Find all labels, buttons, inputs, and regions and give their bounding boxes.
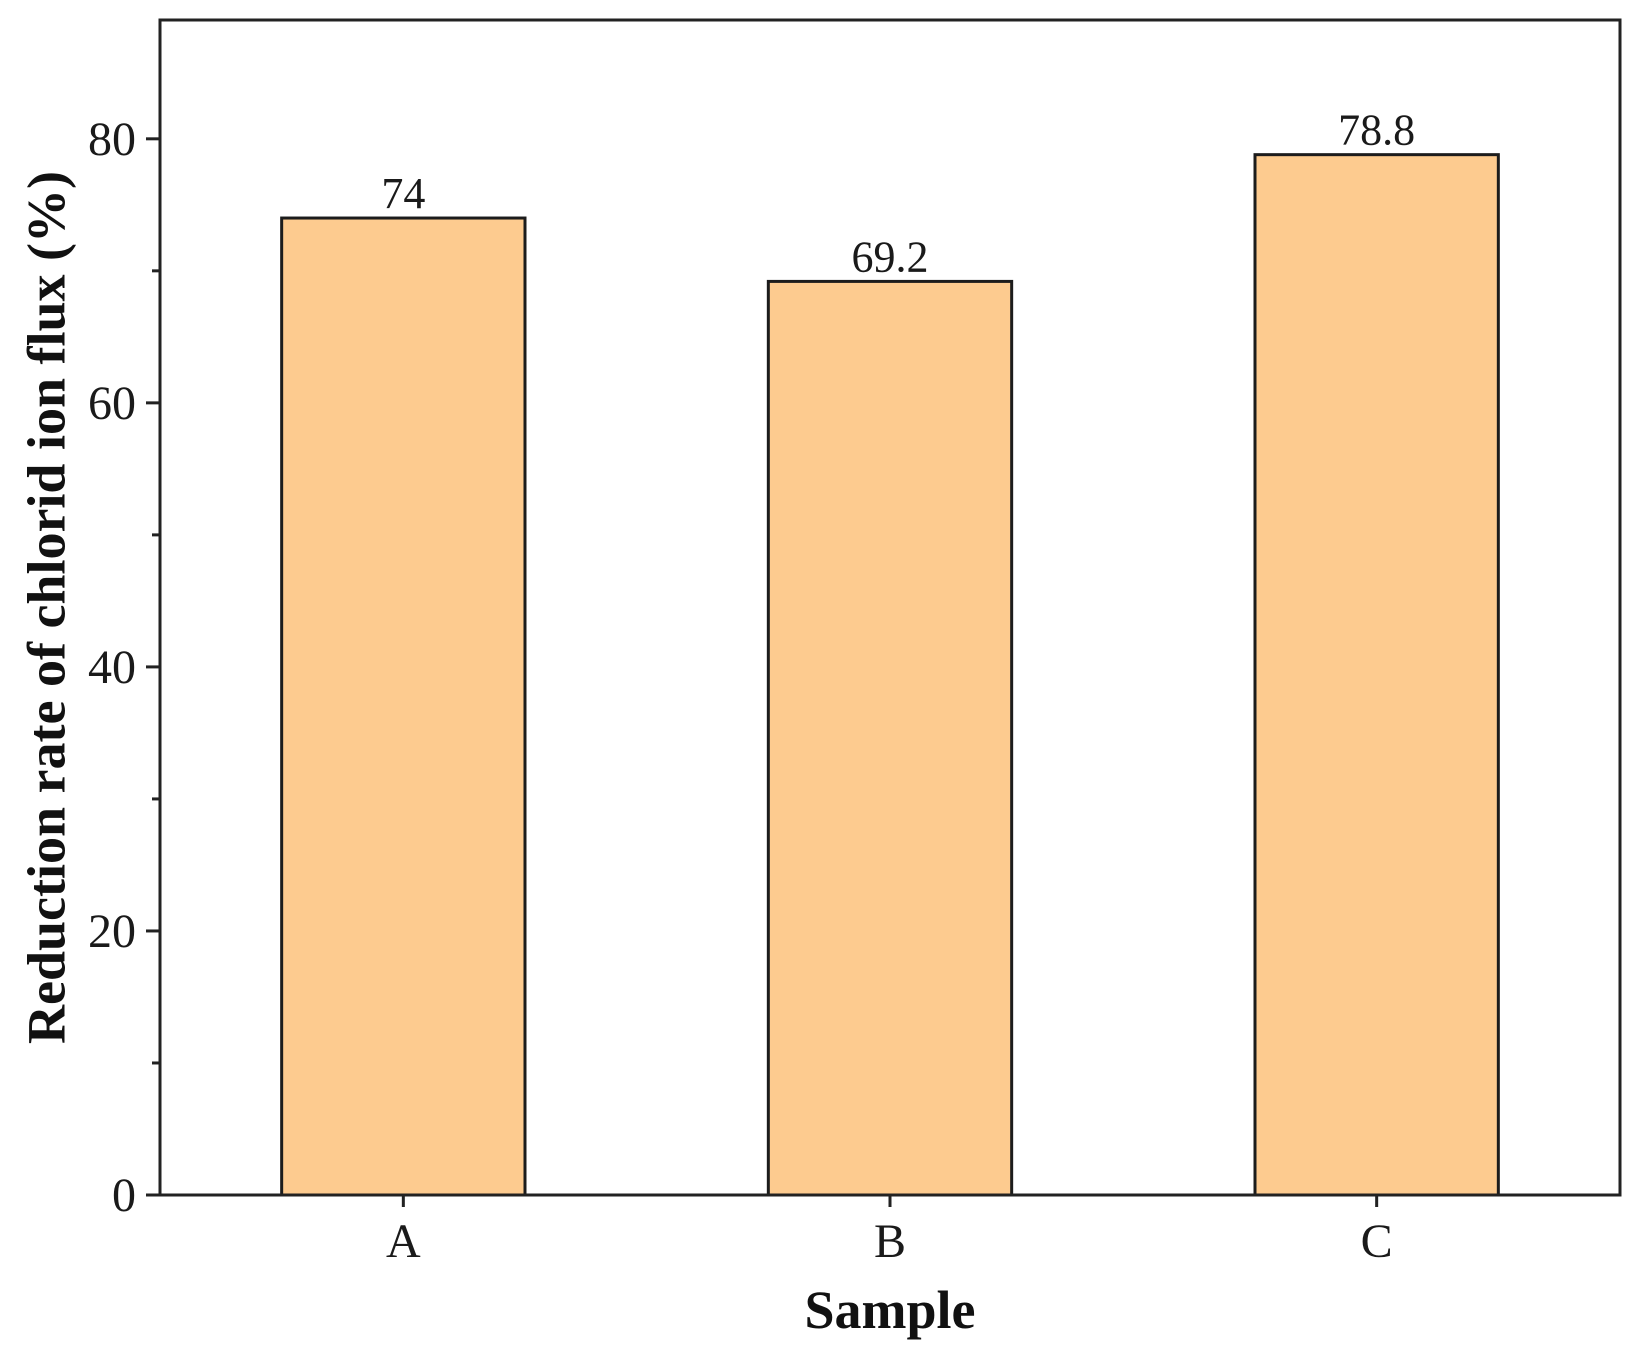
x-axis-title: Sample xyxy=(804,1280,975,1340)
data-label-a: 74 xyxy=(381,169,425,218)
tick-labels-layer: A B C 0 20 40 60 80 xyxy=(88,113,1393,1268)
data-labels-layer: 74 69.2 78.8 xyxy=(381,106,1415,282)
y-axis-title: Reduction rate of chlorid ion flux (%) xyxy=(16,171,76,1044)
bars-layer xyxy=(280,153,1500,1197)
y-tick-label-80: 80 xyxy=(88,113,136,166)
x-tick-label-c: C xyxy=(1361,1215,1393,1268)
data-label-b: 69.2 xyxy=(852,232,929,281)
bar-a xyxy=(280,216,527,1197)
bar-c xyxy=(1253,153,1500,1197)
y-tick-label-20: 20 xyxy=(88,905,136,958)
x-tick-label-a: A xyxy=(386,1215,421,1268)
y-tick-label-60: 60 xyxy=(88,377,136,430)
y-tick-label-0: 0 xyxy=(112,1169,136,1222)
x-tick-label-b: B xyxy=(874,1215,906,1268)
bar-b xyxy=(766,279,1014,1197)
data-label-c: 78.8 xyxy=(1338,106,1415,155)
ticks-layer xyxy=(146,137,1379,1207)
plot-frame xyxy=(158,18,1622,1197)
y-tick-label-40: 40 xyxy=(88,641,136,694)
